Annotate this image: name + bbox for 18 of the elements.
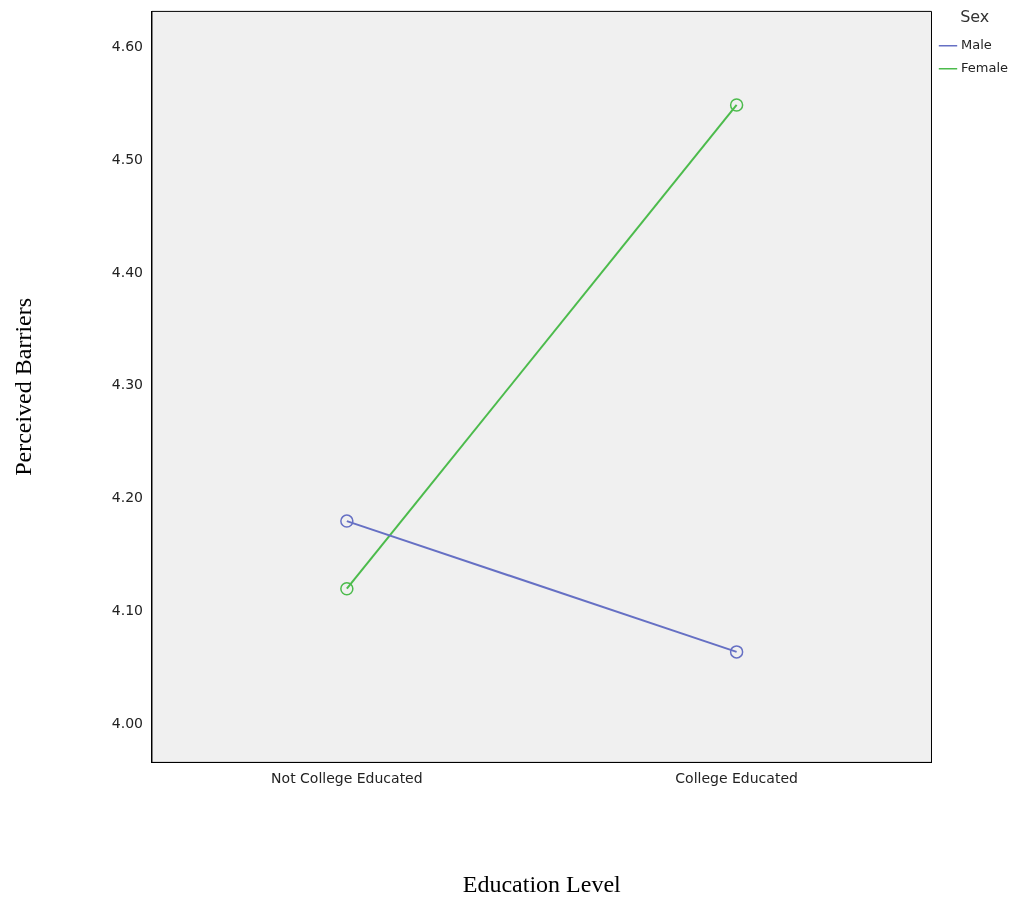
x-tick-label: Not College Educated — [271, 770, 423, 787]
x-tick-label: College Educated — [675, 770, 798, 787]
point — [340, 582, 354, 596]
y-tick-label: 4.20 — [111, 489, 143, 506]
legend-label: Male — [961, 37, 992, 53]
y-axis-title: Perceived Barriers — [9, 297, 36, 476]
point — [340, 514, 354, 528]
legend-title: Sex — [960, 7, 990, 27]
y-tick-label: 4.40 — [111, 263, 143, 280]
y-tick-label: 4.50 — [111, 150, 143, 167]
y-tick-label: 4.00 — [111, 714, 143, 731]
legend-label: Female — [961, 60, 1009, 76]
point — [729, 645, 744, 659]
y-tick-label: 4.60 — [111, 38, 143, 55]
y-tick-label: 4.10 — [111, 601, 143, 618]
x-axis-title: Education Level — [462, 870, 622, 897]
y-tick-label: 4.30 — [111, 376, 143, 393]
point — [729, 98, 744, 112]
